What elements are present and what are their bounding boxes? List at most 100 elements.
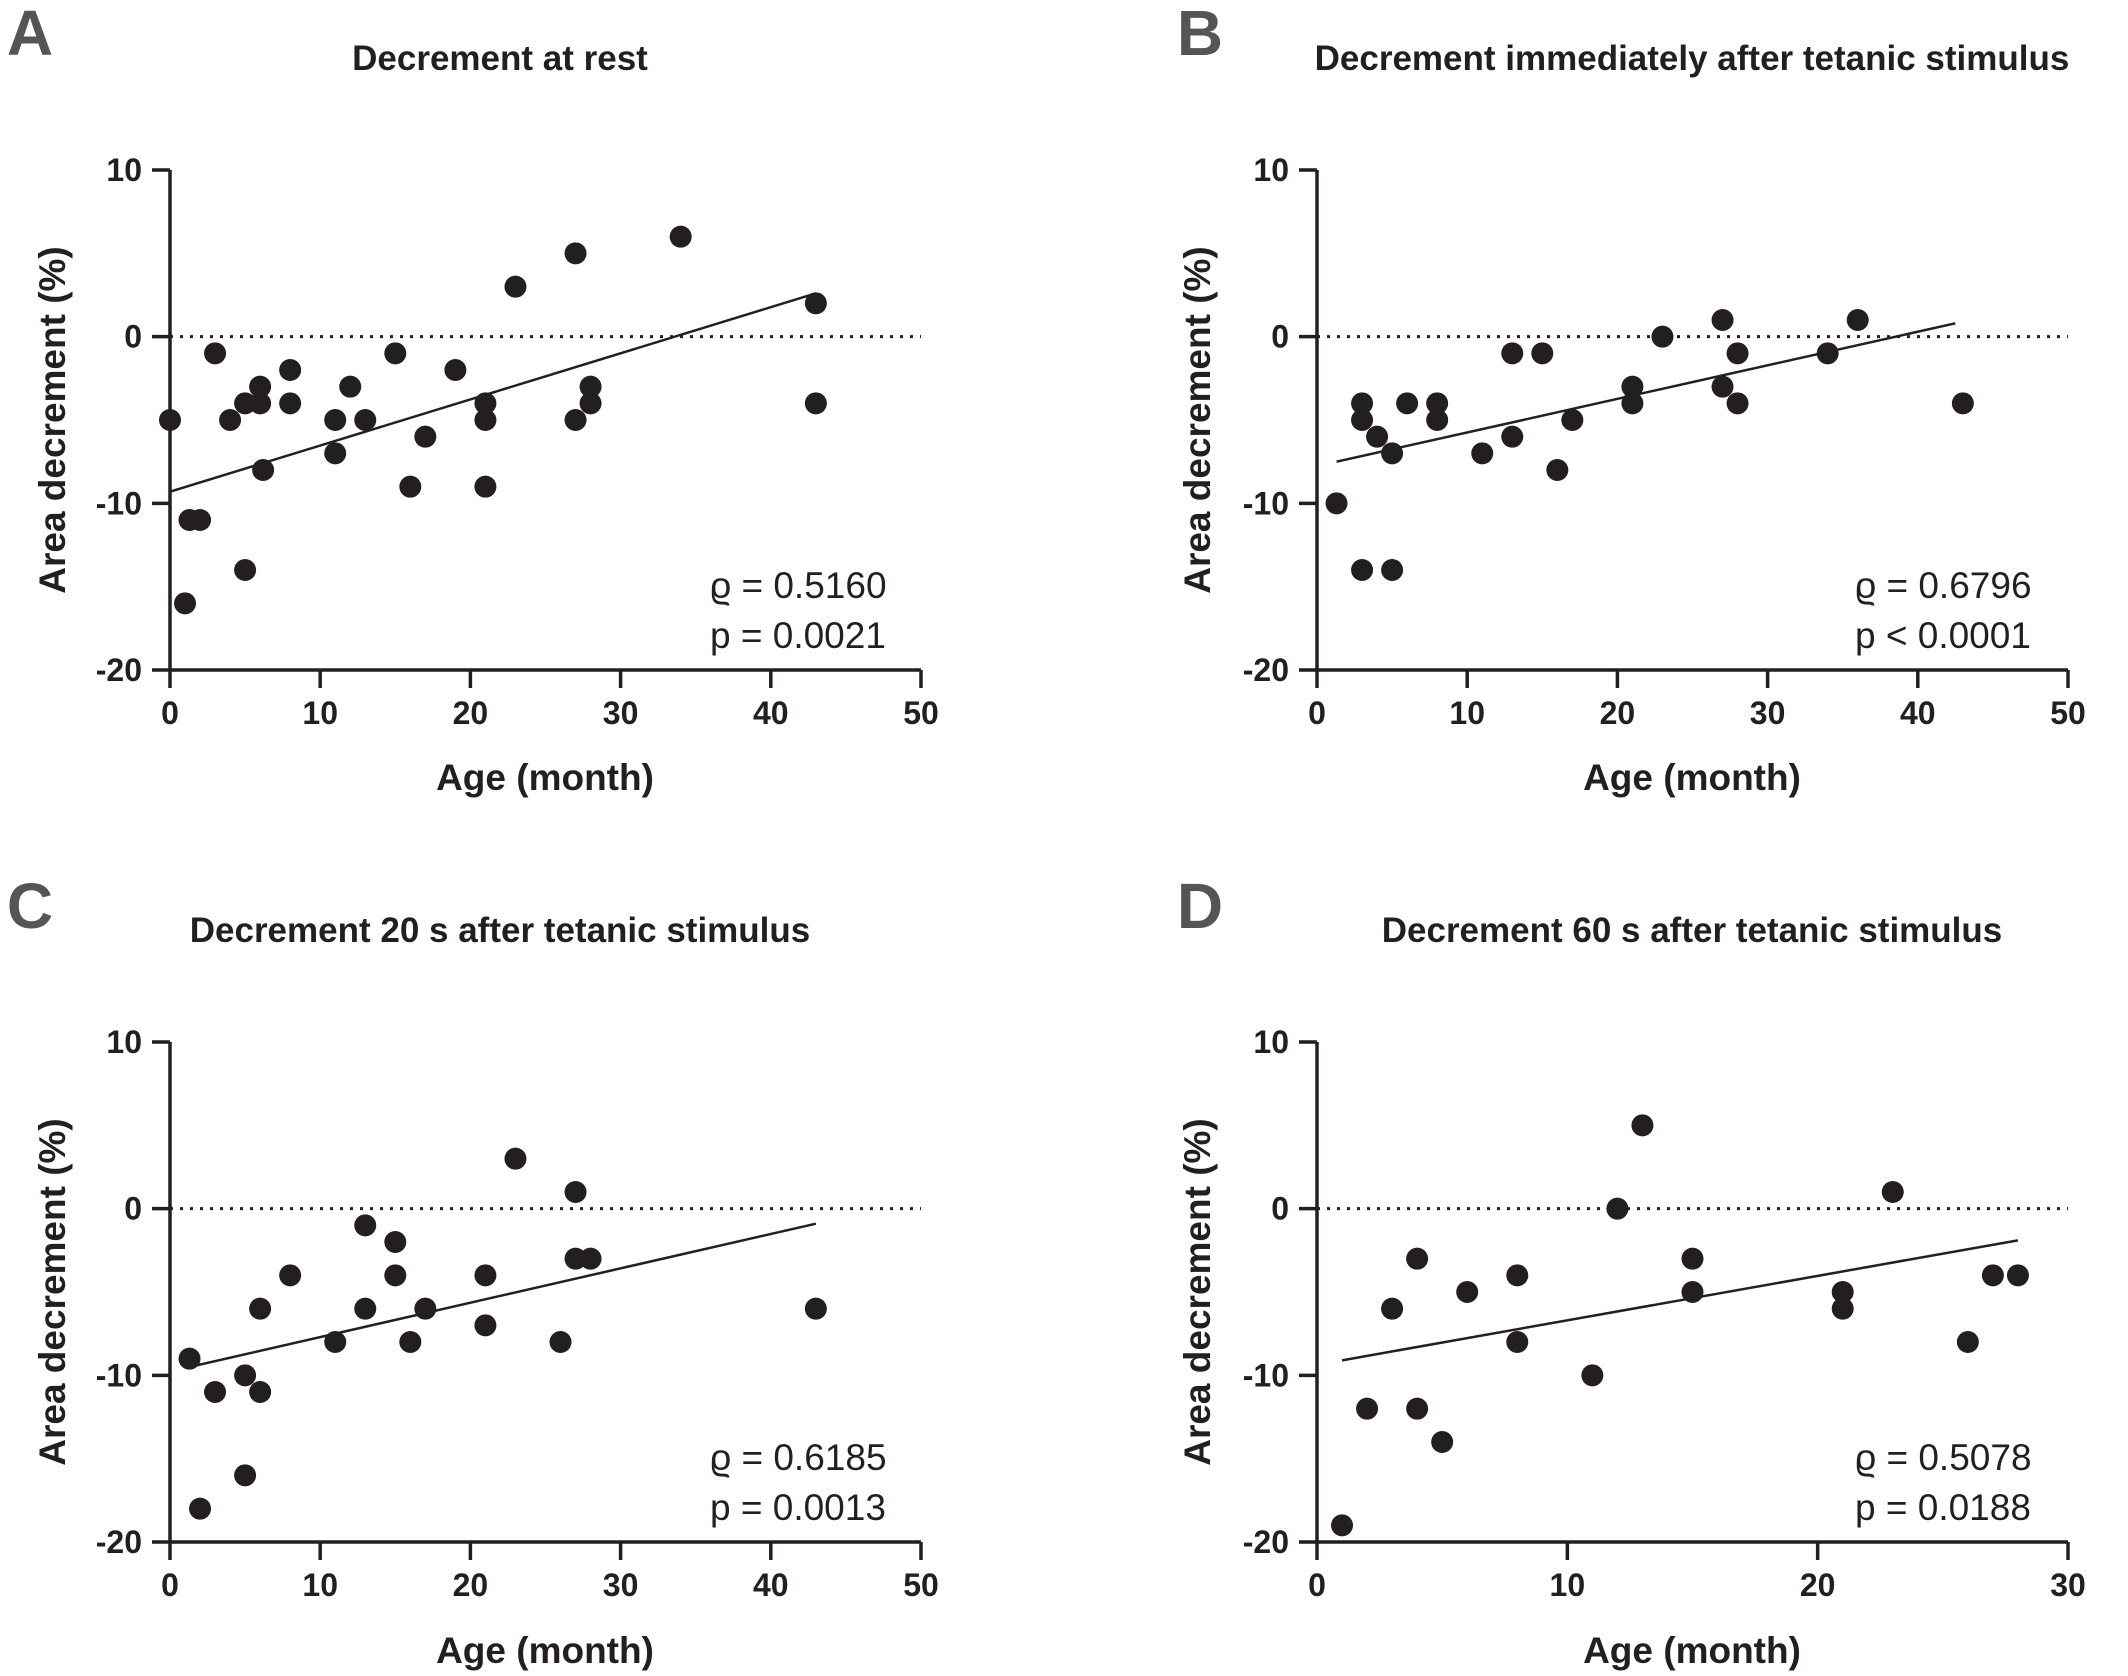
data-point — [252, 459, 275, 481]
x-tick-label: 20 — [1600, 695, 1636, 731]
data-point — [1331, 1514, 1354, 1537]
data-point — [384, 342, 407, 365]
data-point — [564, 242, 587, 265]
y-axis-label: Area decrement (%) — [32, 1118, 73, 1466]
panel-letter: C — [7, 870, 53, 942]
data-point — [1726, 342, 1749, 365]
data-point — [1651, 325, 1674, 348]
data-point — [204, 342, 227, 365]
panel-a: A Decrement at rest 10 0 -10 -20 0 10 20 30 40 50 Ag… — [7, 0, 939, 798]
y-tick-label: -20 — [1243, 652, 1289, 688]
data-point — [1711, 309, 1734, 331]
data-point — [279, 359, 302, 381]
y-tick-label: 10 — [1253, 1024, 1289, 1060]
data-point — [1631, 1114, 1654, 1137]
data-point — [384, 1264, 407, 1287]
data-point — [249, 375, 272, 398]
data-point — [444, 359, 467, 381]
y-tick-label: -20 — [1243, 1524, 1289, 1560]
data-point — [1681, 1247, 1704, 1270]
data-point — [249, 1381, 272, 1403]
x-tick-label: 20 — [453, 695, 489, 731]
data-point — [279, 392, 302, 415]
x-tick-label: 0 — [1308, 695, 1326, 731]
x-tick-label: 50 — [903, 695, 939, 731]
data-point — [579, 392, 602, 415]
y-tick-label: 10 — [1253, 152, 1289, 188]
regression-line — [169, 292, 817, 493]
data-point — [1406, 1247, 1429, 1270]
data-point — [2006, 1264, 2029, 1287]
x-tick-label: 30 — [2050, 1567, 2086, 1603]
x-tick-label: 40 — [753, 695, 789, 731]
x-tick-label: 50 — [2050, 695, 2086, 731]
data-point — [324, 1331, 347, 1353]
correlation-coefficient: ϱ = 0.6796 — [1855, 565, 2032, 606]
correlation-coefficient: ϱ = 0.6185 — [710, 1437, 887, 1478]
data-point — [1351, 392, 1374, 415]
data-point — [1981, 1264, 2004, 1287]
data-point — [399, 1331, 422, 1353]
chart-title: Decrement at rest — [352, 39, 648, 78]
data-point — [474, 1264, 497, 1287]
regression-line — [1336, 322, 1956, 463]
x-tick-label: 50 — [903, 1567, 939, 1603]
data-point — [249, 1297, 272, 1320]
chart-title: Decrement immediately after tetanic stim… — [1315, 39, 2070, 78]
data-point — [219, 409, 242, 431]
data-point — [249, 392, 272, 415]
correlation-coefficient: ϱ = 0.5078 — [1855, 1437, 2032, 1478]
y-tick-label: 0 — [1271, 319, 1289, 355]
data-point — [279, 1264, 302, 1287]
x-tick-label: 10 — [1449, 695, 1485, 731]
data-point — [234, 1364, 257, 1387]
chart-title: Decrement 60 s after tetanic stimulus — [1382, 911, 2003, 950]
data-point — [474, 409, 497, 431]
data-point — [1396, 392, 1419, 415]
y-tick-label: 0 — [1271, 1191, 1289, 1227]
data-point — [324, 409, 347, 431]
x-tick-label: 40 — [1900, 695, 1936, 731]
data-point — [1406, 1397, 1429, 1420]
data-point — [1606, 1197, 1629, 1220]
data-point — [564, 1181, 587, 1203]
data-point — [234, 559, 257, 581]
x-axis-label: Age (month) — [1583, 757, 1801, 798]
data-point — [504, 1147, 527, 1170]
data-point — [1351, 409, 1374, 431]
x-tick-label: 30 — [603, 1567, 639, 1603]
data-point — [564, 409, 587, 431]
data-point — [579, 375, 602, 398]
data-point — [804, 392, 827, 415]
data-point — [1846, 309, 1869, 331]
x-tick-label: 40 — [753, 1567, 789, 1603]
data-point — [1881, 1181, 1904, 1203]
data-point — [384, 1231, 407, 1253]
panel-letter: A — [7, 0, 53, 69]
y-tick-label: -10 — [96, 485, 142, 521]
data-point — [474, 392, 497, 415]
x-tick-label: 0 — [161, 695, 179, 731]
panel-c: C Decrement 20 s after tetanic stimulus 10… — [7, 870, 939, 1671]
x-tick-label: 20 — [1800, 1567, 1836, 1603]
x-tick-label: 10 — [302, 1567, 338, 1603]
y-tick-label: -20 — [96, 1524, 142, 1560]
regression-line — [189, 1222, 817, 1369]
y-axis-label: Area decrement (%) — [1177, 1118, 1218, 1466]
data-point — [1726, 392, 1749, 415]
y-tick-label: -10 — [96, 1357, 142, 1393]
y-tick-label: -10 — [1243, 485, 1289, 521]
data-point — [354, 409, 377, 431]
data-point — [1351, 559, 1374, 581]
x-axis-label: Age (month) — [1583, 1630, 1801, 1671]
data-point — [549, 1331, 572, 1353]
data-point — [414, 1297, 437, 1320]
data-point — [1501, 342, 1524, 365]
p-value: p = 0.0021 — [710, 615, 886, 656]
y-axis-label: Area decrement (%) — [1177, 246, 1218, 594]
data-point — [1951, 392, 1974, 415]
x-tick-label: 10 — [302, 695, 338, 731]
data-point — [504, 275, 527, 298]
y-tick-label: -10 — [1243, 1357, 1289, 1393]
data-point — [414, 425, 437, 448]
